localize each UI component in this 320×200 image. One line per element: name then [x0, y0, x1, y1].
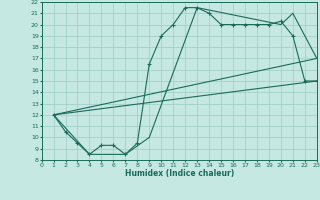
X-axis label: Humidex (Indice chaleur): Humidex (Indice chaleur)	[124, 169, 234, 178]
